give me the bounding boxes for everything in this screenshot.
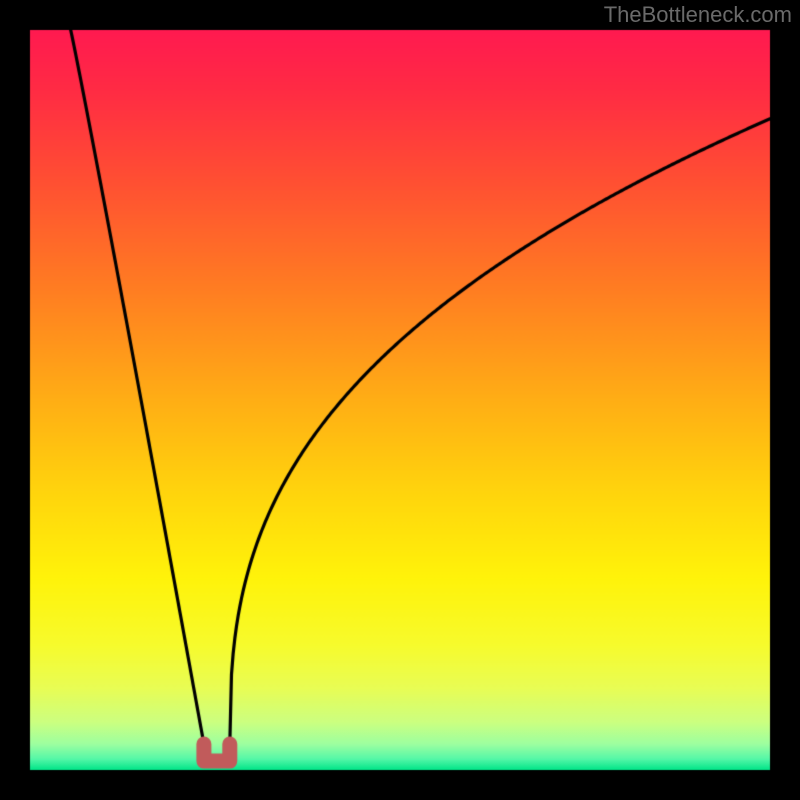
bottleneck-chart-canvas xyxy=(0,0,800,800)
watermark-text: TheBottleneck.com xyxy=(604,2,792,28)
